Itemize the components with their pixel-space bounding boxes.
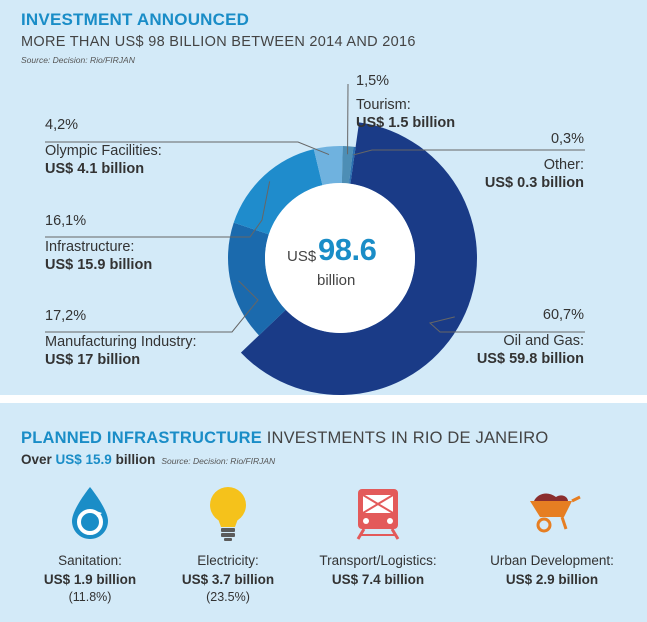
donut-slice-oil-and-gas — [240, 122, 478, 395]
leader-line-other — [353, 149, 585, 156]
label-pct: 4,2% — [45, 117, 79, 133]
item-value: US$ 2.9 billion — [505, 572, 599, 587]
label-name: Other: — [543, 157, 584, 173]
label-other: 0,3% Other: US$ 0.3 billion — [485, 130, 584, 192]
infrastructure-title: PLANNED INFRASTRUCTURE INVESTMENTS IN RI… — [21, 429, 548, 448]
donut-chart — [45, 83, 585, 395]
leader-line-manufacturing-industry — [45, 280, 259, 333]
investment-announced-panel: INVESTMENT ANNOUNCED MORE THAN US$ 98 BI… — [0, 0, 647, 395]
infrastructure-total: Over US$ 15.9 billion Source: Decision: R… — [21, 452, 275, 467]
light-bulb-icon — [198, 483, 258, 543]
label-name: Oil and Gas: — [503, 333, 584, 349]
total-prefix: Over — [21, 452, 56, 467]
item-name: Urban Development: — [490, 553, 614, 568]
donut-slice-tourism — [341, 146, 354, 184]
label-pct: 1,5% — [356, 73, 390, 89]
label-value: US$ 4.1 billion — [45, 161, 145, 177]
source-note: Source: Decision: Rio/FIRJAN — [161, 456, 276, 466]
infra-item-electricity: Electricity: US$ 3.7 billion (23.5%) — [148, 483, 308, 604]
center-prefix: US$ — [287, 248, 317, 265]
label-name: Manufacturing Industry: — [45, 334, 197, 350]
leader-line-infrastructure — [45, 181, 271, 238]
infra-item-transport: Transport/Logistics: US$ 7.4 billion — [298, 483, 458, 587]
label-olympic-facilities: 4,2% Olympic Facilities: US$ 4.1 billion — [45, 116, 162, 178]
donut-hole — [265, 183, 415, 333]
label-value: US$ 1.5 billion — [356, 115, 456, 131]
donut-slice-infrastructure — [233, 149, 323, 235]
leader-line-olympic-facilities — [45, 141, 330, 156]
infrastructure-title-rest: INVESTMENTS IN RIO DE JANEIRO — [261, 429, 549, 447]
label-value: US$ 59.8 billion — [476, 351, 584, 367]
total-amount: US$ 15.9 — [55, 452, 112, 467]
source-note: Source: Decision: Rio/FIRJAN — [21, 55, 135, 65]
train-icon — [348, 483, 408, 543]
infra-item-urban-development: Urban Development: US$ 2.9 billion — [472, 483, 632, 587]
label-pct: 17,2% — [45, 308, 87, 324]
infrastructure-title-strong: PLANNED INFRASTRUCTURE — [21, 429, 262, 447]
item-name: Electricity: — [197, 553, 259, 568]
donut-slice-other — [349, 146, 356, 184]
center-unit: billion — [317, 272, 356, 289]
water-drop-icon — [60, 483, 120, 543]
label-tourism: 1,5% Tourism: US$ 1.5 billion — [356, 72, 455, 132]
total-suffix: billion — [111, 452, 156, 467]
section-title: INVESTMENT ANNOUNCED — [21, 10, 250, 29]
item-value: US$ 1.9 billion — [43, 572, 137, 587]
label-infrastructure: 16,1% Infrastructure: US$ 15.9 billion — [45, 212, 152, 274]
label-value: US$ 0.3 billion — [484, 175, 584, 191]
label-pct: 0,3% — [550, 131, 584, 147]
label-name: Tourism: — [356, 97, 411, 113]
wheelbarrow-icon — [522, 483, 582, 543]
item-value: US$ 7.4 billion — [331, 572, 425, 587]
label-manufacturing-industry: 17,2% Manufacturing Industry: US$ 17 bil… — [45, 307, 197, 369]
planned-infrastructure-panel: PLANNED INFRASTRUCTURE INVESTMENTS IN RI… — [0, 403, 647, 622]
item-name: Transport/Logistics: — [319, 553, 437, 568]
label-value: US$ 15.9 billion — [45, 257, 153, 273]
section-subtitle: MORE THAN US$ 98 BILLION BETWEEN 2014 AN… — [21, 34, 416, 50]
label-name: Infrastructure: — [45, 239, 135, 255]
infra-item-sanitation: Sanitation: US$ 1.9 billion (11.8%) — [10, 483, 170, 604]
donut-slice-manufacturing-industry — [228, 222, 286, 336]
label-oil-and-gas: 60,7% Oil and Gas: US$ 59.8 billion — [477, 306, 584, 368]
item-value: US$ 3.7 billion — [181, 572, 275, 587]
item-share: (23.5%) — [206, 590, 250, 604]
item-name: Sanitation: — [58, 553, 122, 568]
leader-line-oil-and-gas — [428, 316, 585, 333]
center-value: 98.6 — [318, 232, 377, 267]
label-pct: 16,1% — [45, 213, 87, 229]
donut-slice-olympic-facilities — [313, 146, 343, 186]
section-divider — [0, 395, 647, 403]
label-name: Olympic Facilities: — [45, 143, 162, 159]
label-pct: 60,7% — [542, 307, 584, 323]
label-value: US$ 17 billion — [45, 352, 141, 368]
item-share: (11.8%) — [68, 590, 112, 604]
